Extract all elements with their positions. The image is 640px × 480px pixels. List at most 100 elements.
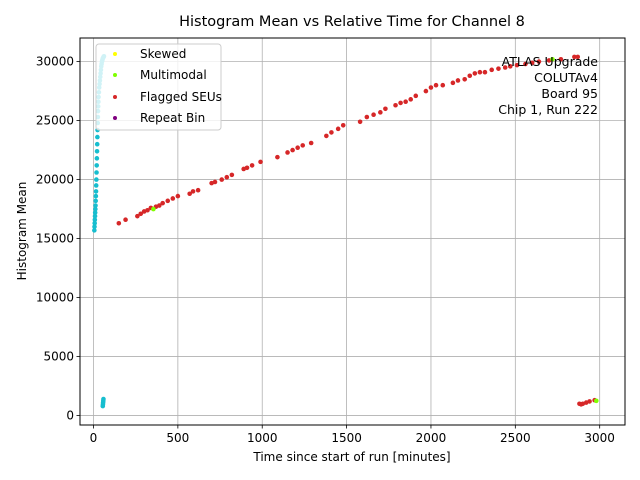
point-flagged-seus — [428, 85, 434, 90]
y-tick-label: 15000 — [36, 232, 74, 246]
point-normal — [101, 396, 106, 402]
point-flagged-seus — [383, 106, 388, 112]
point-flagged-seus — [157, 203, 162, 208]
data-points — [92, 53, 599, 409]
point-normal — [94, 156, 100, 161]
x-tick-label: 500 — [166, 431, 189, 445]
y-tick-label: 20000 — [36, 173, 74, 187]
legend-marker-flagged-seus — [113, 95, 117, 99]
point-flagged-seus — [536, 59, 542, 64]
legend-label-flagged-seus: Flagged SEUs — [140, 90, 222, 104]
point-flagged-seus — [523, 61, 528, 67]
point-normal — [95, 134, 100, 140]
point-flagged-seus — [123, 217, 128, 223]
point-multimodal — [594, 398, 599, 404]
point-flagged-seus — [378, 110, 383, 115]
point-flagged-seus — [329, 130, 334, 135]
point-flagged-seus — [219, 177, 225, 182]
point-normal — [94, 163, 100, 168]
point-flagged-seus — [249, 163, 255, 168]
legend-label-repeat-bin: Repeat Bin — [140, 111, 205, 125]
point-flagged-seus — [477, 69, 483, 75]
point-flagged-seus — [212, 179, 218, 185]
point-flagged-seus — [160, 200, 165, 206]
point-flagged-seus — [165, 198, 171, 204]
point-flagged-seus — [529, 60, 535, 66]
point-flagged-seus — [462, 76, 468, 82]
point-flagged-seus — [467, 73, 473, 79]
point-flagged-seus — [275, 154, 280, 160]
y-tick-label: 5000 — [43, 350, 74, 364]
point-flagged-seus — [116, 220, 122, 226]
point-flagged-seus — [290, 147, 295, 153]
point-normal — [93, 189, 99, 194]
point-normal — [92, 220, 97, 226]
y-tick-label: 25000 — [36, 114, 74, 128]
point-flagged-seus — [433, 82, 439, 88]
point-normal — [93, 203, 98, 208]
point-flagged-seus — [324, 133, 329, 139]
x-tick-label: 1000 — [247, 431, 278, 445]
y-tick-label: 0 — [66, 409, 74, 423]
point-flagged-seus — [135, 213, 140, 219]
point-flagged-seus — [224, 174, 230, 180]
y-tick-label: 30000 — [36, 55, 74, 69]
annotation-line-1: ATLAS Upgrade — [502, 54, 599, 69]
point-normal — [92, 217, 98, 223]
point-flagged-seus — [482, 69, 488, 75]
plot-area-frame — [79, 37, 626, 426]
point-flagged-seus — [408, 97, 414, 102]
point-flagged-seus — [364, 114, 370, 120]
x-tick-label: 3000 — [584, 431, 615, 445]
annotation-line-4: Chip 1, Run 222 — [498, 102, 598, 117]
point-flagged-seus — [398, 100, 403, 106]
point-flagged-seus — [300, 143, 306, 148]
x-tick-label: 2500 — [500, 431, 531, 445]
point-flagged-seus — [335, 126, 341, 132]
legend: Skewed Multimodal Flagged SEUs Repeat Bi… — [95, 43, 222, 131]
point-flagged-seus — [587, 399, 592, 404]
point-normal — [94, 177, 99, 182]
point-normal — [94, 170, 99, 175]
point-normal — [93, 183, 99, 188]
point-normal — [93, 198, 98, 204]
x-tick-label: 2000 — [416, 431, 447, 445]
point-flagged-seus — [229, 172, 235, 178]
point-flagged-seus — [502, 65, 508, 70]
point-flagged-seus — [308, 140, 314, 146]
point-flagged-seus — [138, 211, 144, 217]
x-axis-title: Time since start of run [minutes] — [252, 450, 450, 464]
point-normal — [92, 228, 97, 233]
point-flagged-seus — [175, 193, 181, 199]
x-axis: 0 500 1000 1500 2000 2500 3000 — [90, 425, 615, 445]
point-flagged-seus — [450, 80, 456, 86]
point-flagged-seus — [440, 82, 446, 88]
point-flagged-seus — [187, 191, 192, 197]
annotation-line-3: Board 95 — [541, 86, 598, 101]
point-flagged-seus — [423, 88, 429, 94]
point-flagged-seus — [170, 196, 176, 201]
y-tick-label: 10000 — [36, 291, 74, 305]
legend-marker-repeat-bin — [113, 116, 117, 120]
point-flagged-seus — [403, 99, 408, 105]
point-flagged-seus — [357, 119, 363, 125]
point-flagged-seus — [472, 71, 478, 76]
point-flagged-seus — [489, 67, 495, 73]
point-normal — [94, 148, 100, 154]
point-flagged-seus — [507, 64, 513, 69]
point-flagged-seus — [190, 189, 196, 194]
x-tick-label: 0 — [90, 431, 98, 445]
legend-label-multimodal: Multimodal — [140, 68, 207, 82]
legend-marker-multimodal — [113, 73, 117, 77]
point-flagged-seus — [145, 207, 150, 213]
point-normal — [92, 224, 97, 230]
legend-label-skewed: Skewed — [140, 47, 186, 61]
point-flagged-seus — [455, 78, 461, 83]
annotation-line-2: COLUTAv4 — [534, 70, 598, 85]
point-flagged-seus — [295, 145, 300, 151]
point-flagged-seus — [572, 54, 577, 60]
point-flagged-seus — [413, 93, 419, 99]
point-multimodal — [550, 56, 555, 62]
point-normal — [92, 213, 98, 219]
